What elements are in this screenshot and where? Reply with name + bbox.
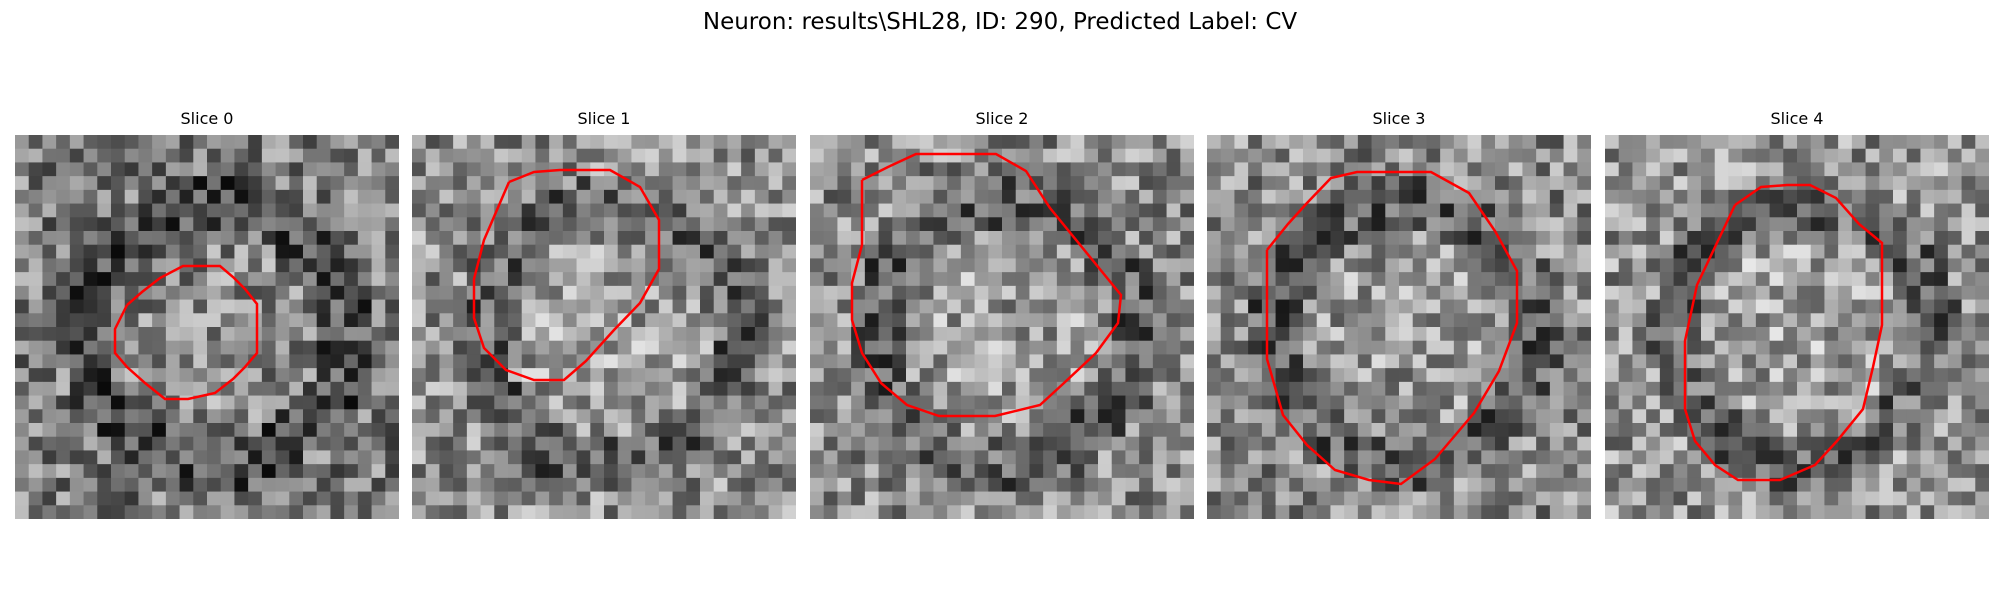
slice-panel-4: Slice 4 [1605,108,1989,519]
cell-contour [472,168,661,382]
slice-panel-1: Slice 1 [412,108,796,519]
slice-panel-2: Slice 2 [810,108,1194,519]
figure-title: Neuron: results\SHL28, ID: 290, Predicte… [702,9,1298,35]
slice-panel-3: Slice 3 [1207,108,1591,519]
slice-image-3 [1207,135,1591,519]
grayscale-pixel-grid [810,135,1194,519]
slice-title: Slice 3 [1372,109,1426,128]
slice-panel-0: Slice 0 [15,108,399,519]
slice-image-1 [412,135,796,519]
grayscale-pixel-grid [412,135,796,519]
slice-image-0 [15,135,399,519]
cell-contour [1683,183,1884,482]
slice-image-4 [1605,135,1989,519]
slice-title: Slice 1 [577,109,631,128]
slice-title: Slice 0 [180,109,234,128]
grayscale-pixel-grid [1605,135,1989,519]
grayscale-pixel-grid [15,135,399,519]
slice-image-2 [810,135,1194,519]
cell-contour [113,264,259,401]
cell-contour [850,152,1123,418]
cell-contour [1265,170,1519,486]
grayscale-pixel-grid [1207,135,1591,519]
slice-title: Slice 2 [975,109,1029,128]
slice-title: Slice 4 [1770,109,1824,128]
